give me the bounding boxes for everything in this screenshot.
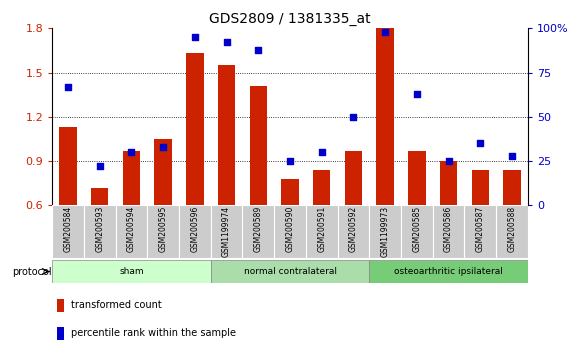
- Bar: [433, 205, 465, 258]
- Bar: [408, 151, 426, 205]
- Bar: [274, 205, 306, 258]
- Bar: [369, 205, 401, 258]
- Text: GSM1199973: GSM1199973: [380, 206, 390, 257]
- Point: [253, 47, 263, 52]
- Text: sham: sham: [119, 267, 144, 276]
- Text: osteoarthritic ipsilateral: osteoarthritic ipsilateral: [394, 267, 503, 276]
- Point: [508, 153, 517, 159]
- Bar: [338, 205, 369, 258]
- Bar: [472, 170, 489, 205]
- Bar: [496, 205, 528, 258]
- Text: GSM200592: GSM200592: [349, 206, 358, 252]
- Point: [190, 34, 200, 40]
- Point: [285, 158, 295, 164]
- Bar: [52, 260, 211, 283]
- Bar: [91, 188, 108, 205]
- Bar: [440, 161, 457, 205]
- Bar: [147, 205, 179, 258]
- Bar: [123, 151, 140, 205]
- Text: GSM200591: GSM200591: [317, 206, 326, 252]
- Text: GSM200584: GSM200584: [64, 206, 72, 252]
- Bar: [52, 205, 84, 258]
- Text: normal contralateral: normal contralateral: [244, 267, 336, 276]
- Bar: [57, 327, 64, 340]
- Bar: [211, 205, 242, 258]
- Text: GSM200587: GSM200587: [476, 206, 485, 252]
- Text: GSM200596: GSM200596: [190, 206, 200, 252]
- Point: [222, 40, 231, 45]
- Text: GSM200585: GSM200585: [412, 206, 421, 252]
- Point: [158, 144, 168, 150]
- Bar: [154, 139, 172, 205]
- Bar: [401, 205, 433, 258]
- Bar: [281, 179, 299, 205]
- Text: protocol: protocol: [12, 267, 52, 276]
- Point: [95, 164, 104, 169]
- Bar: [369, 260, 528, 283]
- Bar: [465, 205, 496, 258]
- Bar: [242, 205, 274, 258]
- Bar: [345, 151, 362, 205]
- Bar: [179, 205, 211, 258]
- Point: [476, 141, 485, 146]
- Point: [444, 158, 453, 164]
- Bar: [376, 28, 394, 205]
- Text: GSM200588: GSM200588: [508, 206, 516, 252]
- Text: GSM200594: GSM200594: [127, 206, 136, 252]
- Bar: [186, 53, 204, 205]
- Bar: [218, 65, 235, 205]
- Title: GDS2809 / 1381335_at: GDS2809 / 1381335_at: [209, 12, 371, 26]
- Bar: [84, 205, 115, 258]
- Text: GSM200593: GSM200593: [95, 206, 104, 252]
- Bar: [306, 205, 338, 258]
- Point: [317, 149, 327, 155]
- Point: [349, 114, 358, 120]
- Text: GSM200595: GSM200595: [159, 206, 168, 252]
- Bar: [59, 127, 77, 205]
- Point: [380, 29, 390, 35]
- Text: GSM1199974: GSM1199974: [222, 206, 231, 257]
- Text: GSM200590: GSM200590: [285, 206, 295, 252]
- Text: transformed count: transformed count: [71, 300, 162, 310]
- Bar: [115, 205, 147, 258]
- Point: [127, 149, 136, 155]
- Bar: [249, 86, 267, 205]
- Text: percentile rank within the sample: percentile rank within the sample: [71, 329, 236, 338]
- Bar: [313, 170, 331, 205]
- Point: [412, 91, 422, 97]
- Text: GSM200589: GSM200589: [254, 206, 263, 252]
- Bar: [503, 170, 521, 205]
- Bar: [57, 299, 64, 312]
- Point: [63, 84, 72, 90]
- Text: GSM200586: GSM200586: [444, 206, 453, 252]
- Bar: [211, 260, 369, 283]
